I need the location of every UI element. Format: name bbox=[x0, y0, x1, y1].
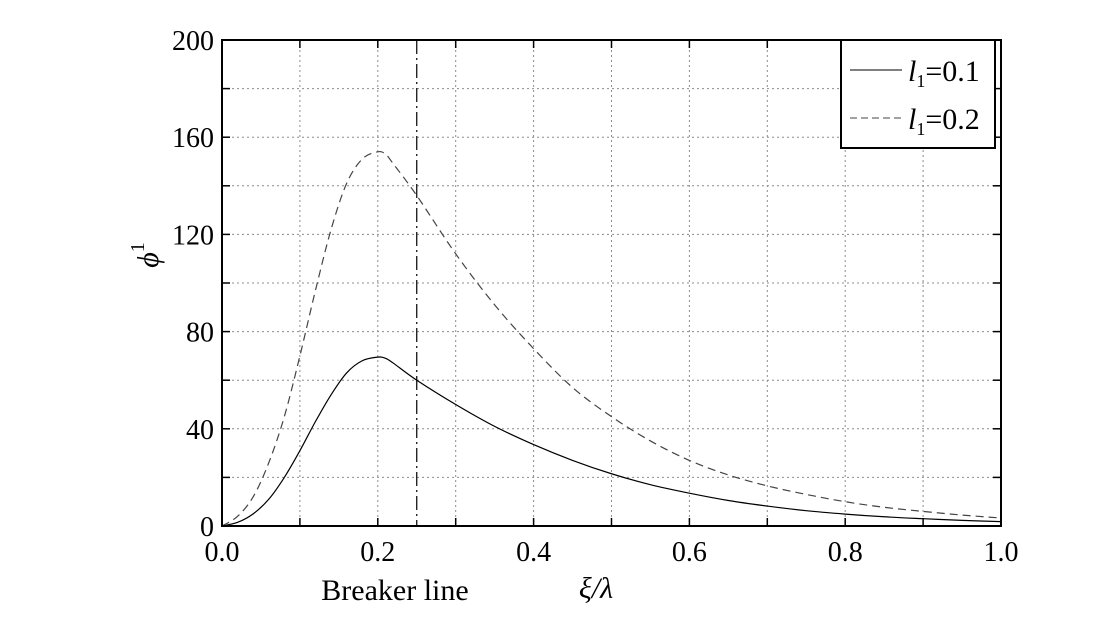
y-tick-label: 200 bbox=[172, 26, 214, 57]
x-tick-labels: 0.0 0.2 0.4 0.6 0.8 1.0 bbox=[205, 537, 1019, 568]
y-axis-label-superscript: 1 bbox=[127, 242, 149, 252]
legend-entry-value: =0.1 bbox=[925, 55, 979, 88]
legend-entry-l1-0.2: l1=0.2 bbox=[908, 103, 980, 139]
y-tick-label: 0 bbox=[200, 512, 214, 543]
legend-entry-sub: 1 bbox=[916, 71, 925, 91]
y-tick-label: 160 bbox=[172, 123, 214, 154]
x-tick-label: 0.8 bbox=[828, 537, 863, 568]
y-tick-label: 80 bbox=[186, 318, 214, 349]
breaker-line-label: Breaker line bbox=[321, 574, 468, 607]
y-axis-label: ϕ1 bbox=[127, 242, 165, 268]
x-tick-label: 0.6 bbox=[672, 537, 707, 568]
legend-box bbox=[840, 39, 996, 149]
series-layer bbox=[221, 150, 1002, 527]
y-tick-label: 120 bbox=[172, 220, 214, 251]
x-tick-label: 0.4 bbox=[516, 537, 551, 568]
legend-entry-l1-0.1: l1=0.1 bbox=[908, 55, 980, 91]
legend-entry-value: =0.2 bbox=[925, 103, 979, 136]
x-tick-label: 0.0 bbox=[205, 537, 240, 568]
legend-entry-var: l bbox=[908, 55, 916, 88]
series-line-l1-0.1 bbox=[221, 356, 1002, 527]
svg-text:ϕ1: ϕ1 bbox=[127, 242, 165, 268]
y-tick-labels: 0 40 80 120 160 200 bbox=[172, 26, 214, 543]
legend-entry-sub: 1 bbox=[916, 119, 925, 139]
x-tick-label: 0.2 bbox=[360, 537, 395, 568]
y-tick-label: 40 bbox=[186, 415, 214, 446]
legend: l1=0.1 l1=0.2 bbox=[840, 39, 996, 149]
series-line-l1-0.2 bbox=[221, 150, 1002, 527]
x-axis-label: ξ/λ bbox=[579, 572, 613, 605]
legend-entry-var: l bbox=[908, 103, 916, 136]
y-axis-label-symbol: ϕ bbox=[132, 252, 165, 268]
x-tick-label: 1.0 bbox=[984, 537, 1019, 568]
